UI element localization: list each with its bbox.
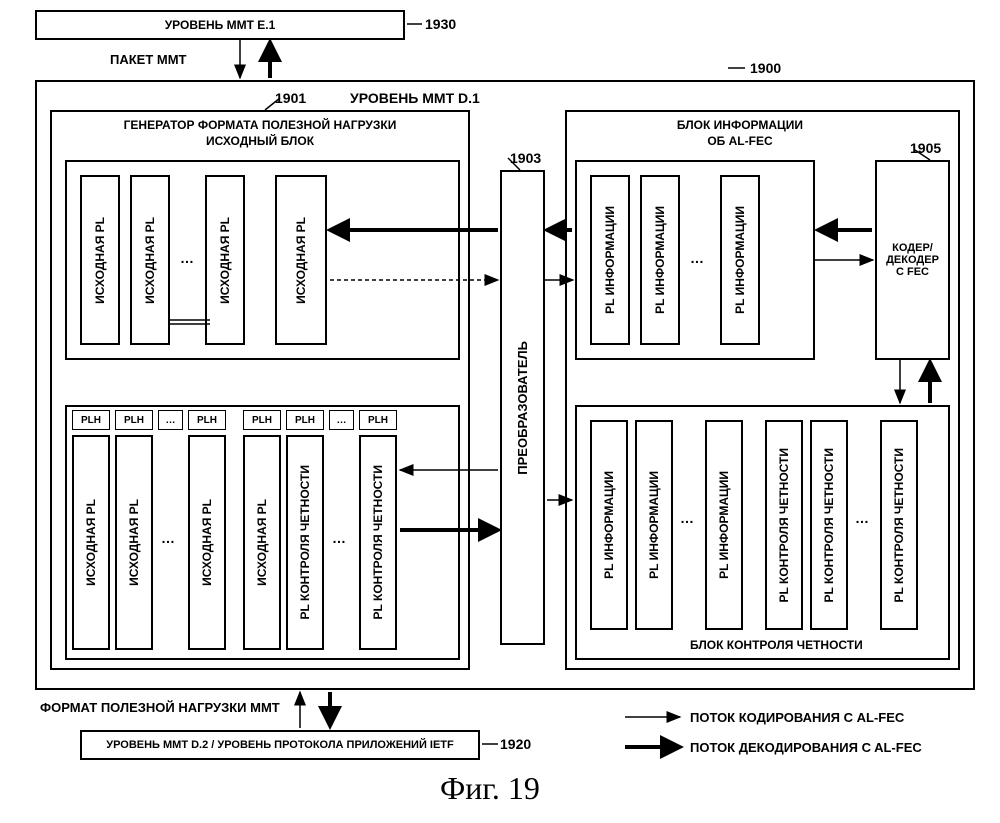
pl-info-1: PL ИНФОРМАЦИИ	[603, 206, 617, 314]
dots-lower-2: …	[332, 530, 346, 546]
plh-5: PLH	[286, 410, 324, 430]
ref-1901: 1901	[275, 90, 306, 106]
src-pl-l2: ИСХОДНАЯ PL	[127, 499, 141, 586]
generator-title1: ГЕНЕРАТОР ФОРМАТА ПОЛЕЗНОЙ НАГРУЗКИ	[90, 118, 430, 132]
figure-caption: Фиг. 19	[440, 770, 540, 807]
dots-lower-1: …	[161, 530, 175, 546]
source-upper-group	[65, 160, 460, 360]
coder-box: КОДЕР/ ДЕКОДЕР C FEC	[875, 160, 950, 360]
mmt-d2-box: УРОВЕНЬ MMT D.2 / УРОВЕНЬ ПРОТОКОЛА ПРИЛ…	[80, 730, 480, 760]
plh-dots-1: …	[158, 410, 183, 430]
mmt-e1-label: УРОВЕНЬ MMT E.1	[165, 18, 276, 32]
payload-format-label: ФОРМАТ ПОЛЕЗНОЙ НАГРУЗКИ MMT	[40, 700, 280, 715]
converter-label: ПРЕОБРАЗОВАТЕЛЬ	[515, 341, 530, 475]
dots-src-upper: …	[180, 250, 194, 266]
mmt-d1-label: УРОВЕНЬ MMT D.1	[350, 90, 480, 106]
ref-1900: 1900	[750, 60, 781, 76]
src-pl-l1: ИСХОДНАЯ PL	[84, 499, 98, 586]
plh-dots-2: …	[329, 410, 354, 430]
src-pl-4: ИСХОДНАЯ PL	[294, 217, 308, 304]
plh-3: PLH	[188, 410, 226, 430]
pl-info-l2: PL ИНФОРМАЦИИ	[647, 471, 661, 579]
pl-info-2: PL ИНФОРМАЦИИ	[653, 206, 667, 314]
ref-1905: 1905	[910, 140, 941, 156]
coder-l2: ДЕКОДЕР	[886, 254, 939, 266]
mmt-packet-label: ПАКЕТ MMT	[110, 52, 187, 67]
pl-par-l1: PL КОНТРОЛЯ ЧЕТНОСТИ	[777, 448, 791, 602]
src-pl-3: ИСХОДНАЯ PL	[218, 217, 232, 304]
src-pl-2: ИСХОДНАЯ PL	[143, 217, 157, 304]
plh-4: PLH	[243, 410, 281, 430]
mmt-e1-level-box: УРОВЕНЬ MMT E.1	[35, 10, 405, 40]
pl-info-l1: PL ИНФОРМАЦИИ	[602, 471, 616, 579]
src-pl-l4: ИСХОДНАЯ PL	[255, 499, 269, 586]
ref-1903: 1903	[510, 150, 541, 166]
alfec-title2: ОБ AL-FEC	[640, 134, 840, 148]
alfec-title1: БЛОК ИНФОРМАЦИИ	[640, 118, 840, 132]
pl-info-l3: PL ИНФОРМАЦИИ	[717, 471, 731, 579]
ref-1920: 1920	[500, 736, 531, 752]
pl-info-3: PL ИНФОРМАЦИИ	[733, 206, 747, 314]
converter-box: ПРЕОБРАЗОВАТЕЛЬ	[500, 170, 545, 645]
parity-block-label: БЛОК КОНТРОЛЯ ЧЕТНОСТИ	[690, 638, 863, 652]
legend-encode: ПОТОК КОДИРОВАНИЯ С AL-FEC	[690, 710, 904, 725]
dots-info-lower: …	[680, 510, 694, 526]
pl-par-l3: PL КОНТРОЛЯ ЧЕТНОСТИ	[892, 448, 906, 602]
diagram-container: УРОВЕНЬ MMT E.1 1930 ПАКЕТ MMT 1900 УРОВ…	[10, 10, 990, 813]
legend-decode: ПОТОК ДЕКОДИРОВАНИЯ C AL-FEC	[690, 740, 922, 755]
src-pl-1: ИСХОДНАЯ PL	[93, 217, 107, 304]
plh-6: PLH	[359, 410, 397, 430]
ref-1930: 1930	[425, 16, 456, 32]
dots-info-upper: …	[690, 250, 704, 266]
parity-pl-l1: PL КОНТРОЛЯ ЧЕТНОСТИ	[298, 465, 312, 619]
parity-pl-l2: PL КОНТРОЛЯ ЧЕТНОСТИ	[371, 465, 385, 619]
dots-par-lower: …	[855, 510, 869, 526]
plh-2: PLH	[115, 410, 153, 430]
generator-title2: ИСХОДНЫЙ БЛОК	[90, 134, 430, 148]
coder-l1: КОДЕР/	[892, 242, 933, 254]
src-pl-l3: ИСХОДНАЯ PL	[200, 499, 214, 586]
mmt-d2-label: УРОВЕНЬ MMT D.2 / УРОВЕНЬ ПРОТОКОЛА ПРИЛ…	[106, 739, 454, 751]
plh-1: PLH	[72, 410, 110, 430]
coder-l3: C FEC	[896, 266, 929, 278]
pl-par-l2: PL КОНТРОЛЯ ЧЕТНОСТИ	[822, 448, 836, 602]
